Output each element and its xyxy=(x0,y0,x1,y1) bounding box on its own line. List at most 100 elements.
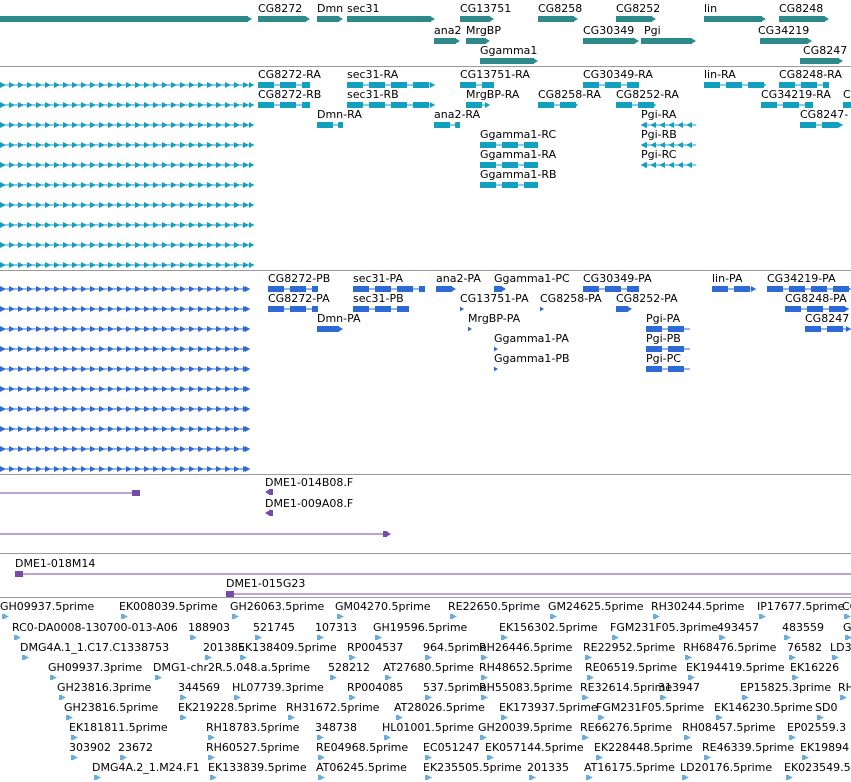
mrna-glyph[interactable] xyxy=(843,101,851,109)
est-glyph[interactable] xyxy=(587,674,594,681)
mrna-glyph[interactable] xyxy=(480,141,538,149)
est-glyph[interactable] xyxy=(384,734,391,741)
est-glyph[interactable] xyxy=(450,613,457,620)
cds-glyph[interactable] xyxy=(268,285,318,293)
cds-glyph[interactable] xyxy=(0,325,250,333)
est-glyph[interactable] xyxy=(501,714,508,721)
est-glyph[interactable] xyxy=(487,754,494,761)
est-glyph[interactable] xyxy=(425,774,432,781)
gene-glyph[interactable] xyxy=(616,15,656,23)
mrna-glyph[interactable] xyxy=(480,161,538,169)
est-glyph[interactable] xyxy=(155,674,162,681)
est-glyph[interactable] xyxy=(318,774,325,781)
est-glyph[interactable] xyxy=(759,613,766,620)
gene-glyph[interactable] xyxy=(704,15,766,23)
cds-glyph[interactable] xyxy=(767,285,851,293)
est-glyph[interactable] xyxy=(585,654,592,661)
mrna-glyph[interactable] xyxy=(347,101,435,109)
est-glyph[interactable] xyxy=(425,694,432,701)
est-glyph[interactable] xyxy=(684,734,691,741)
est-glyph[interactable] xyxy=(802,754,809,761)
est-glyph[interactable] xyxy=(832,654,839,661)
est-glyph[interactable] xyxy=(208,734,215,741)
est-glyph[interactable] xyxy=(94,774,101,781)
gene-glyph[interactable] xyxy=(480,57,538,65)
est-glyph[interactable] xyxy=(682,774,689,781)
cds-glyph[interactable] xyxy=(583,285,639,293)
est-glyph[interactable] xyxy=(288,714,295,721)
gene-glyph[interactable] xyxy=(466,37,490,45)
cds-glyph[interactable] xyxy=(540,305,544,313)
gene-glyph[interactable] xyxy=(641,37,696,45)
gene-glyph[interactable] xyxy=(800,57,843,65)
cds-glyph[interactable] xyxy=(494,345,498,353)
est-glyph[interactable] xyxy=(50,674,57,681)
est-glyph[interactable] xyxy=(582,734,589,741)
est-glyph[interactable] xyxy=(66,714,73,721)
est-glyph[interactable] xyxy=(716,714,723,721)
est-glyph[interactable] xyxy=(375,634,382,641)
est-glyph[interactable] xyxy=(22,654,29,661)
cds-glyph[interactable] xyxy=(0,285,250,293)
est-glyph[interactable] xyxy=(317,634,324,641)
bac-glyph[interactable] xyxy=(226,590,851,598)
est-glyph[interactable] xyxy=(481,654,488,661)
gene-glyph[interactable] xyxy=(347,15,435,23)
cds-glyph[interactable] xyxy=(616,305,632,313)
cds-glyph[interactable] xyxy=(0,405,250,413)
bac-end-glyph[interactable] xyxy=(265,509,273,517)
mrna-glyph[interactable] xyxy=(0,81,254,89)
est-glyph[interactable] xyxy=(425,754,432,761)
cds-glyph[interactable] xyxy=(0,345,250,353)
est-glyph[interactable] xyxy=(385,674,392,681)
cds-glyph[interactable] xyxy=(353,285,425,293)
est-glyph[interactable] xyxy=(817,714,824,721)
mrna-glyph[interactable] xyxy=(258,101,310,109)
cds-glyph[interactable] xyxy=(468,325,472,333)
cds-glyph[interactable] xyxy=(494,365,498,373)
est-glyph[interactable] xyxy=(786,774,793,781)
est-glyph[interactable] xyxy=(742,694,749,701)
mrna-glyph[interactable] xyxy=(317,121,343,129)
est-glyph[interactable] xyxy=(596,754,603,761)
est-glyph[interactable] xyxy=(232,613,239,620)
est-glyph[interactable] xyxy=(330,674,337,681)
bac-end-glyph[interactable] xyxy=(265,488,273,496)
mrna-glyph[interactable] xyxy=(0,181,254,189)
est-glyph[interactable] xyxy=(337,613,344,620)
gene-glyph[interactable] xyxy=(460,15,494,23)
mrna-glyph[interactable] xyxy=(704,81,766,89)
est-glyph[interactable] xyxy=(653,613,660,620)
est-glyph[interactable] xyxy=(317,734,324,741)
bac-glyph[interactable] xyxy=(226,590,234,598)
mrna-glyph[interactable] xyxy=(0,141,254,149)
est-glyph[interactable] xyxy=(586,774,593,781)
bac-end-glyph[interactable] xyxy=(383,530,391,538)
cds-glyph[interactable] xyxy=(460,305,464,313)
est-glyph[interactable] xyxy=(425,654,432,661)
est-glyph[interactable] xyxy=(234,694,241,701)
est-glyph[interactable] xyxy=(180,714,187,721)
est-glyph[interactable] xyxy=(582,694,589,701)
est-glyph[interactable] xyxy=(349,694,356,701)
cds-glyph[interactable] xyxy=(317,325,343,333)
bac-glyph[interactable] xyxy=(15,570,23,578)
cds-glyph[interactable] xyxy=(805,325,851,333)
est-glyph[interactable] xyxy=(789,734,796,741)
cds-glyph[interactable] xyxy=(646,345,690,353)
est-glyph[interactable] xyxy=(840,694,847,701)
cds-glyph[interactable] xyxy=(494,285,506,293)
est-glyph[interactable] xyxy=(240,654,247,661)
mrna-glyph[interactable] xyxy=(466,101,490,109)
est-glyph[interactable] xyxy=(210,774,217,781)
est-glyph[interactable] xyxy=(318,754,325,761)
est-glyph[interactable] xyxy=(685,654,692,661)
mrna-glyph[interactable] xyxy=(583,81,639,89)
mrna-glyph[interactable] xyxy=(460,81,494,89)
mrna-glyph[interactable] xyxy=(0,261,254,269)
gene-glyph[interactable] xyxy=(317,15,343,23)
est-glyph[interactable] xyxy=(688,674,695,681)
gene-glyph[interactable] xyxy=(434,37,460,45)
mrna-glyph[interactable] xyxy=(0,121,254,129)
